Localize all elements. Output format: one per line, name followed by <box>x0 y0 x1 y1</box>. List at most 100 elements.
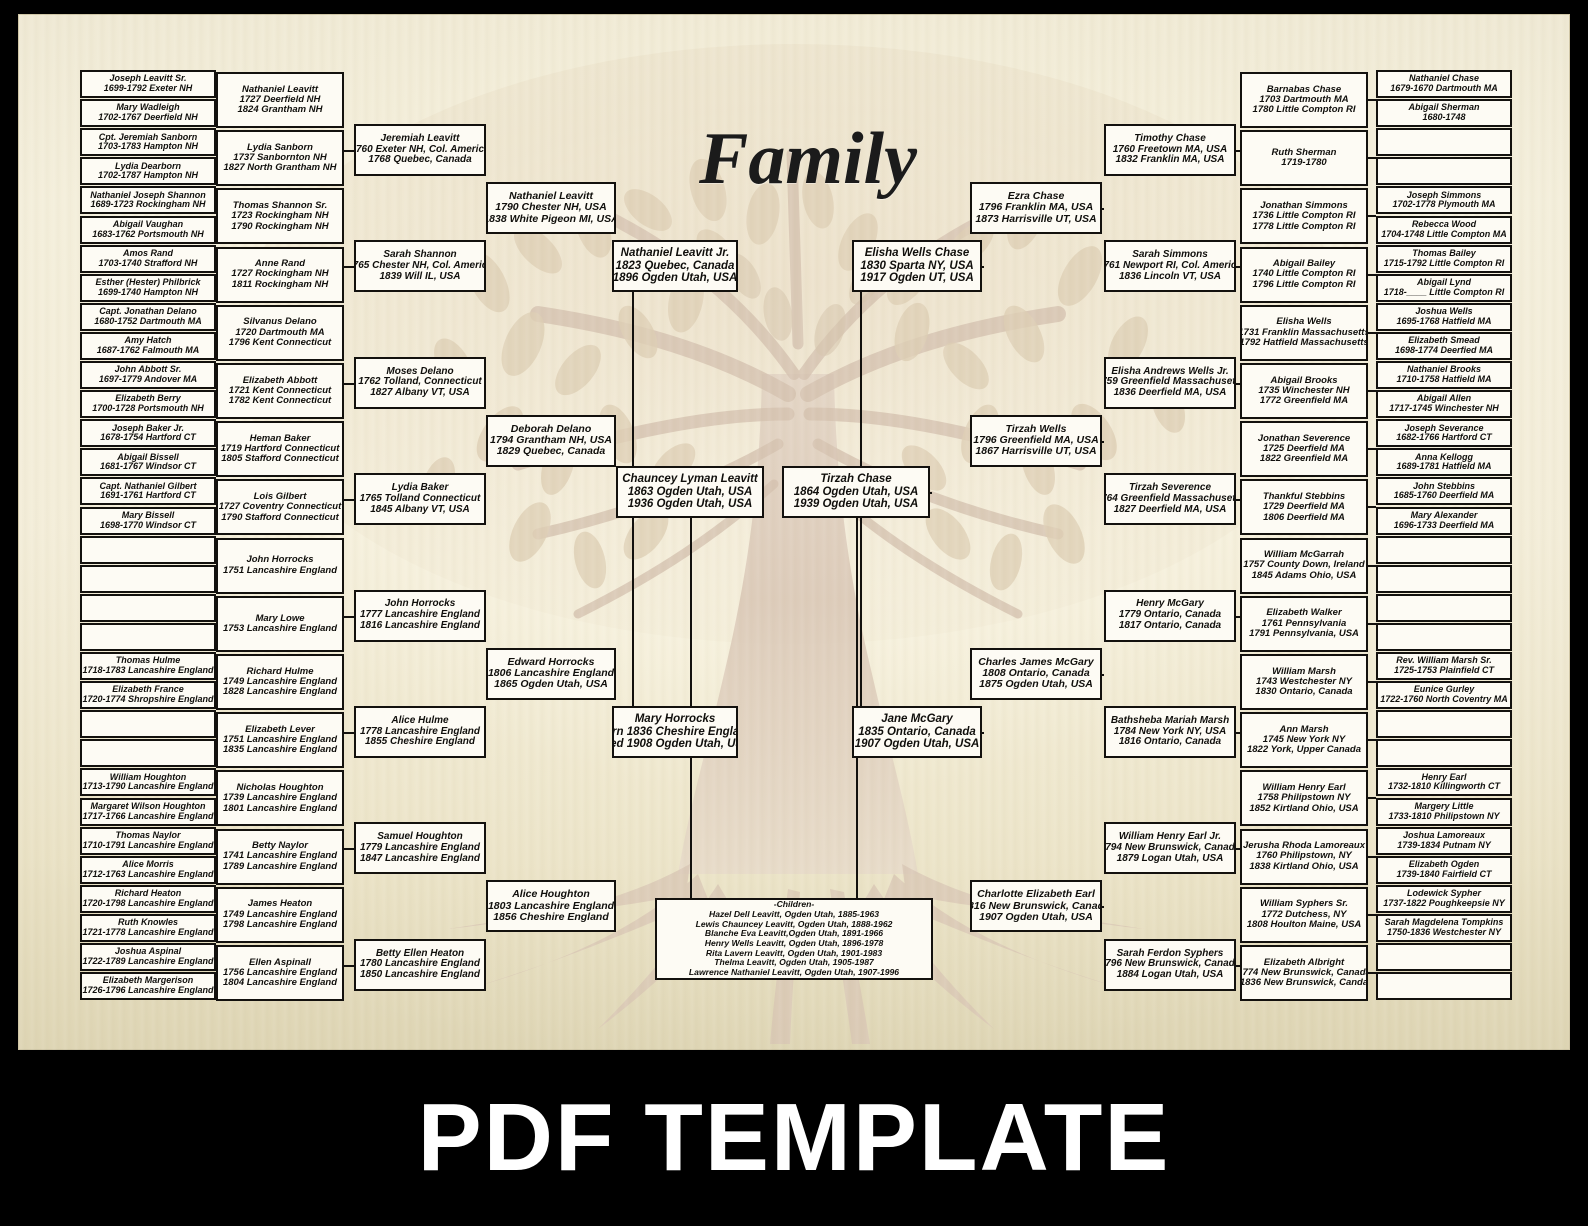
ancestor-box-right-gen5-9[interactable]: Elizabeth Smead 1698-1774 Deerfied MA <box>1376 331 1512 360</box>
ancestor-box-right-gen5-3[interactable] <box>1376 157 1512 186</box>
ancestor-box-right-gen5-16[interactable] <box>1376 535 1512 564</box>
ancestor-box-right-gen4-11[interactable]: Ann Marsh 1745 New York NY 1822 York, Uppe… <box>1240 712 1368 769</box>
ancestor-box-left-gen3-5[interactable]: Alice Hulme 1778 Lancashire England 1855 C… <box>354 706 486 758</box>
ancestor-box-right-gen4-8[interactable]: William McGarrah 1757 County Down, Irelan… <box>1240 537 1368 594</box>
ancestor-box-left-gen4-8[interactable]: John Horrocks 1751 Lancashire England <box>216 537 344 594</box>
ancestor-box-right-gen2-1[interactable]: Tirzah Wells 1796 Greenfield MA, USA 1867 … <box>970 414 1102 467</box>
ancestor-box-right-gen5-22[interactable] <box>1376 710 1512 739</box>
ancestor-box-right-gen4-5[interactable]: Abigail Brooks 1735 Winchester NH 1772 Gre… <box>1240 363 1368 419</box>
ancestor-box-right-gen3-6[interactable]: William Henry Earl Jr. 1794 New Brunswick… <box>1104 822 1236 875</box>
ancestor-box-left-gen1-1[interactable]: Mary HorrocksBorn 1836 Cheshire EnglandD… <box>612 706 738 758</box>
ancestor-box-left-gen5-7[interactable]: Esther (Hester) Philbrick 1699-1740 Hampt… <box>80 273 216 302</box>
ancestor-box-right-gen4-13[interactable]: Jerusha Rhoda Lamoreaux 1760 Philipstown,… <box>1240 828 1368 885</box>
ancestor-box-right-gen4-3[interactable]: Abigail Bailey 1740 Little Compton RI 1796… <box>1240 246 1368 303</box>
ancestor-box-left-gen4-7[interactable]: Lois Gilbert 1727 Coventry Connecticut 179… <box>216 479 344 536</box>
ancestor-box-right-gen5-12[interactable]: Joseph Severance 1682-1766 Hartford CT <box>1376 419 1512 448</box>
ancestor-box-right-gen5-31[interactable] <box>1376 972 1512 1001</box>
ancestor-box-left-gen4-12[interactable]: Nicholas Houghton 1739 Lancashire England… <box>216 770 344 827</box>
ancestor-box-left-gen5-12[interactable]: Joseph Baker Jr. 1678-1754 Hartford CT <box>80 419 216 448</box>
ancestor-box-left-gen5-19[interactable] <box>80 622 216 651</box>
ancestor-box-right-gen5-6[interactable]: Thomas Bailey 1715-1792 Little Compton RI <box>1376 244 1512 273</box>
ancestor-box-right-gen4-7[interactable]: Thankful Stebbins 1729 Deerfield MA 1806 D… <box>1240 479 1368 536</box>
ancestor-box-right-gen5-10[interactable]: Nathaniel Brooks 1710-1758 Hatfield MA <box>1376 361 1512 390</box>
ancestor-box-right-gen4-10[interactable]: William Marsh 1743 Westchester NY 1830 Ont… <box>1240 654 1368 710</box>
ancestor-box-left-gen5-22[interactable] <box>80 710 216 739</box>
ancestor-box-right-gen4-14[interactable]: William Syphers Sr. 1772 Dutchess, NY 1808… <box>1240 886 1368 943</box>
ancestor-box-right-gen5-4[interactable]: Joseph Simmons 1702-1778 Plymouth MA <box>1376 186 1512 215</box>
ancestor-box-left-gen1-0[interactable]: Nathaniel Leavitt Jr. 1823 Quebec, Canada… <box>612 240 738 292</box>
ancestor-box-left-gen5-9[interactable]: Amy Hatch 1687-1762 Falmouth MA <box>80 331 216 360</box>
ancestor-box-left-gen2-1[interactable]: Deborah Delano 1794 Grantham NH, USA 1829 … <box>486 414 616 467</box>
ancestor-box-left-gen5-2[interactable]: Cpt. Jeremiah Sanborn 1703-1783 Hampton N… <box>80 128 216 157</box>
ancestor-box-left-gen3-4[interactable]: John Horrocks 1777 Lancashire England 1816… <box>354 589 486 642</box>
primary-person-mother[interactable]: Tirzah Chase 1864 Ogden Utah, USA 1939 Ogd… <box>782 466 930 518</box>
ancestor-box-right-gen5-20[interactable]: Rev. William Marsh Sr. 1725-1753 Plainfie… <box>1376 652 1512 681</box>
ancestor-box-left-gen4-13[interactable]: Betty Naylor 1741 Lancashire England 1789 … <box>216 828 344 885</box>
ancestor-box-right-gen5-26[interactable]: Joshua Lamoreaux 1739-1834 Putnam NY <box>1376 826 1512 855</box>
ancestor-box-right-gen5-27[interactable]: Elizabeth Ogden 1739-1840 Fairfield CT <box>1376 855 1512 884</box>
ancestor-box-right-gen5-25[interactable]: Margery Little 1733-1810 Philipstown NY <box>1376 797 1512 826</box>
ancestor-box-right-gen5-17[interactable] <box>1376 564 1512 593</box>
ancestor-box-left-gen5-14[interactable]: Capt. Nathaniel Gilbert 1691-1761 Hartfor… <box>80 477 216 506</box>
ancestor-box-right-gen5-15[interactable]: Mary Alexander 1696-1733 Deerfield MA <box>1376 506 1512 535</box>
ancestor-box-left-gen4-11[interactable]: Elizabeth Lever 1751 Lancashire England 18… <box>216 712 344 769</box>
ancestor-box-right-gen5-2[interactable] <box>1376 128 1512 157</box>
ancestor-box-left-gen3-7[interactable]: Betty Ellen Heaton 1780 Lancashire Englan… <box>354 938 486 991</box>
ancestor-box-left-gen4-10[interactable]: Richard Hulme 1749 Lancashire England 1828… <box>216 654 344 710</box>
ancestor-box-right-gen2-3[interactable]: Charlotte Elizabeth Earl1816 New Brunswi… <box>970 880 1102 933</box>
ancestor-box-right-gen3-4[interactable]: Henry McGary 1779 Ontario, Canada 1817 Ont… <box>1104 589 1236 642</box>
ancestor-box-left-gen5-0[interactable]: Joseph Leavitt Sr. 1699-1792 Exeter NH <box>80 70 216 99</box>
ancestor-box-left-gen2-2[interactable]: Edward Horrocks 1806 Lancashire England 18… <box>486 647 616 700</box>
ancestor-box-left-gen5-29[interactable]: Ruth Knowles 1721-1778 Lancashire England <box>80 913 216 942</box>
ancestor-box-left-gen4-9[interactable]: Mary Lowe 1753 Lancashire England <box>216 595 344 652</box>
ancestor-box-right-gen4-0[interactable]: Barnabas Chase 1703 Dartmouth MA 1780 Litt… <box>1240 72 1368 128</box>
ancestor-box-right-gen4-2[interactable]: Jonathan Simmons 1736 Little Compton RI 17… <box>1240 188 1368 245</box>
ancestor-box-right-gen4-1[interactable]: Ruth Sherman 1719-1780 <box>1240 130 1368 187</box>
ancestor-box-left-gen4-3[interactable]: Anne Rand 1727 Rockingham NH 1811 Rockingh… <box>216 246 344 303</box>
ancestor-box-left-gen2-0[interactable]: Nathaniel Leavitt 1790 Chester NH, USA 183… <box>486 182 616 234</box>
ancestor-box-left-gen5-6[interactable]: Amos Rand 1703-1740 Strafford NH <box>80 244 216 273</box>
ancestor-box-right-gen3-1[interactable]: Sarah Simmons 1761 Newport RI, Col. Ameri… <box>1104 240 1236 293</box>
ancestor-box-right-gen2-2[interactable]: Charles James McGary 1808 Ontario, Canada… <box>970 647 1102 700</box>
ancestor-box-left-gen5-16[interactable] <box>80 535 216 564</box>
ancestor-box-left-gen2-3[interactable]: Alice Houghton 1803 Lancashire England 185… <box>486 880 616 933</box>
ancestor-box-right-gen5-0[interactable]: Nathaniel Chase 1679-1670 Dartmouth MA <box>1376 70 1512 99</box>
ancestor-box-left-gen5-10[interactable]: John Abbott Sr. 1697-1779 Andover MA <box>80 361 216 390</box>
ancestor-box-right-gen4-6[interactable]: Jonathan Severence 1725 Deerfield MA 1822 … <box>1240 421 1368 478</box>
ancestor-box-right-gen5-23[interactable] <box>1376 739 1512 768</box>
ancestor-box-left-gen5-20[interactable]: Thomas Hulme 1718-1783 Lancashire England <box>80 652 216 681</box>
ancestor-box-left-gen3-6[interactable]: Samuel Houghton 1779 Lancashire England 18… <box>354 822 486 875</box>
ancestor-box-left-gen3-2[interactable]: Moses Delano 1762 Tolland, Connecticut 182… <box>354 356 486 409</box>
ancestor-box-right-gen1-0[interactable]: Elisha Wells Chase 1830 Sparta NY, USA 191… <box>852 240 982 292</box>
ancestor-box-right-gen5-30[interactable] <box>1376 943 1512 972</box>
ancestor-box-left-gen5-25[interactable]: Margaret Wilson Houghton 1717-1766 Lancas… <box>80 797 216 826</box>
ancestor-box-left-gen4-15[interactable]: Ellen Aspinall 1756 Lancashire England 180… <box>216 945 344 1001</box>
ancestor-box-right-gen4-9[interactable]: Elizabeth Walker 1761 Pennsylvania 1791 Pe… <box>1240 595 1368 652</box>
ancestor-box-right-gen3-7[interactable]: Sarah Ferdon Syphers 1796 New Brunswick, … <box>1104 938 1236 991</box>
ancestor-box-left-gen5-27[interactable]: Alice Morris 1712-1763 Lancashire England <box>80 855 216 884</box>
ancestor-box-right-gen3-2[interactable]: Elisha Andrews Wells Jr.1759 Greenfield … <box>1104 356 1236 409</box>
primary-person-father[interactable]: Chauncey Lyman Leavitt 1863 Ogden Utah, U… <box>616 466 764 518</box>
ancestor-box-right-gen4-15[interactable]: Elizabeth Albright 1774 New Brunswick, Ca… <box>1240 945 1368 1001</box>
ancestor-box-right-gen5-19[interactable] <box>1376 622 1512 651</box>
ancestor-box-left-gen4-5[interactable]: Elizabeth Abbott 1721 Kent Connecticut 178… <box>216 363 344 419</box>
ancestor-box-left-gen5-21[interactable]: Elizabeth France 1720-1774 Shropshire Eng… <box>80 681 216 710</box>
ancestor-box-right-gen5-28[interactable]: Lodewick Sypher 1737-1822 Poughkeepsie NY <box>1376 884 1512 913</box>
ancestor-box-right-gen5-29[interactable]: Sarah Magdelena Tompkins 1750-1836 Westch… <box>1376 913 1512 942</box>
ancestor-box-left-gen5-23[interactable] <box>80 739 216 768</box>
ancestor-box-left-gen4-2[interactable]: Thomas Shannon Sr. 1723 Rockingham NH 1790… <box>216 188 344 245</box>
ancestor-box-right-gen5-1[interactable]: Abigail Sherman 1680-1748 <box>1376 99 1512 128</box>
ancestor-box-left-gen4-0[interactable]: Nathaniel Leavitt 1727 Deerfield NH 1824 G… <box>216 72 344 128</box>
ancestor-box-right-gen3-0[interactable]: Timothy Chase 1760 Freetown MA, USA 1832 F… <box>1104 124 1236 176</box>
ancestor-box-right-gen1-1[interactable]: Jane McGary 1835 Ontario, Canada 1907 Ogde… <box>852 706 982 758</box>
ancestor-box-right-gen3-3[interactable]: Tirzah Severence1764 Greenfield Massachu… <box>1104 473 1236 526</box>
ancestor-box-left-gen3-1[interactable]: Sarah Shannon 1765 Chester NH, Col. Ameri… <box>354 240 486 293</box>
ancestor-box-left-gen4-6[interactable]: Heman Baker 1719 Hartford Connecticut 1805… <box>216 421 344 478</box>
ancestor-box-left-gen5-5[interactable]: Abigail Vaughan 1683-1762 Portsmouth NH <box>80 215 216 244</box>
ancestor-box-left-gen5-30[interactable]: Joshua Aspinal 1722-1789 Lancashire Engla… <box>80 943 216 972</box>
ancestor-box-left-gen5-17[interactable] <box>80 564 216 593</box>
ancestor-box-left-gen5-15[interactable]: Mary Bissell 1698-1770 Windsor CT <box>80 506 216 535</box>
ancestor-box-left-gen4-1[interactable]: Lydia Sanborn 1737 Sanbornton NH 1827 Nort… <box>216 130 344 187</box>
ancestor-box-left-gen3-3[interactable]: Lydia Baker 1765 Tolland Connecticut 1845 … <box>354 473 486 526</box>
ancestor-box-right-gen5-24[interactable]: Henry Earl 1732-1810 Killingworth CT <box>1376 768 1512 797</box>
